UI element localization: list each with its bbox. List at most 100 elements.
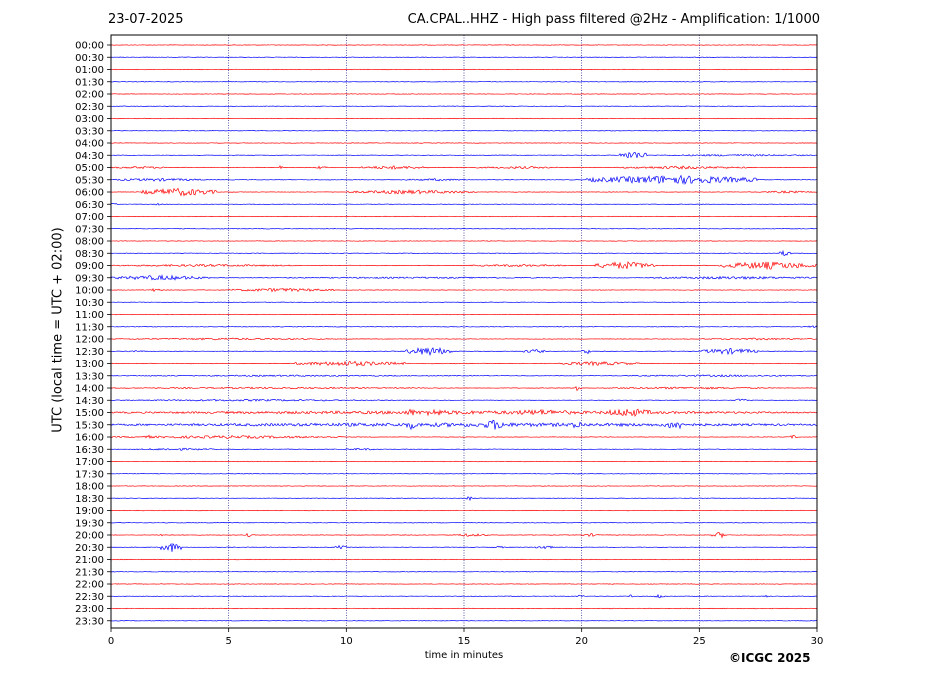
trace-0200 (110, 93, 818, 95)
y-tick-label: 22:30 (75, 592, 104, 603)
trace-2300 (110, 607, 818, 610)
trace-2100 (110, 558, 818, 561)
y-tick-label: 07:30 (75, 224, 104, 235)
trace-2000 (110, 531, 818, 539)
trace-0230 (110, 105, 818, 107)
y-tick-label: 13:30 (75, 371, 104, 382)
y-tick-label: 20:30 (75, 543, 104, 554)
y-tick-label: 19:30 (75, 518, 104, 529)
y-tick-label: 02:30 (75, 102, 104, 113)
y-tick-label: 23:00 (75, 604, 104, 615)
x-tick-label: 0 (108, 636, 114, 647)
trace-0730 (110, 228, 818, 230)
trace-1430 (110, 398, 818, 402)
y-tick-label: 05:30 (75, 175, 104, 186)
x-tick-label: 5 (225, 636, 231, 647)
y-tick-label: 01:30 (75, 77, 104, 88)
x-tick-label: 10 (340, 636, 353, 647)
trace-1800 (110, 485, 818, 487)
y-tick-label: 21:30 (75, 567, 104, 578)
trace-0700 (110, 215, 818, 218)
y-tick-label: 19:00 (75, 506, 104, 517)
trace-2130 (110, 571, 818, 573)
y-tick-label: 03:00 (75, 114, 104, 125)
trace-0300 (110, 117, 818, 120)
y-tick-label: 16:00 (75, 433, 104, 444)
copyright-notice: ©ICGC 2025 (729, 651, 811, 665)
trace-0830 (110, 249, 818, 256)
y-tick-label: 16:30 (75, 445, 104, 456)
y-tick-label: 18:00 (75, 482, 104, 493)
y-tick-label: 14:30 (75, 396, 104, 407)
trace-0800 (110, 240, 818, 242)
trace-0030 (110, 56, 818, 58)
y-tick-label: 15:00 (75, 408, 104, 419)
y-tick-label: 03:30 (75, 126, 104, 137)
y-tick-label: 02:00 (75, 90, 104, 101)
trace-2230 (110, 593, 818, 599)
y-tick-label: 23:30 (75, 616, 104, 627)
trace-0500 (110, 165, 817, 170)
y-tick-label: 22:00 (75, 580, 104, 591)
y-tick-label: 00:30 (75, 53, 104, 64)
trace-2200 (110, 583, 818, 585)
y-tick-label: 18:30 (75, 494, 104, 505)
plot-area (111, 35, 817, 628)
y-tick-label: 21:00 (75, 555, 104, 566)
trace-1330 (110, 374, 818, 378)
trace-1530 (110, 419, 818, 431)
y-tick-label: 08:00 (75, 237, 104, 248)
trace-0000 (110, 44, 818, 46)
trace-1900 (110, 509, 818, 512)
trace-1730 (111, 472, 818, 475)
trace-0400 (110, 142, 818, 144)
trace-0330 (110, 130, 818, 132)
y-tick-label: 00:00 (75, 41, 104, 52)
trace-1630 (110, 447, 818, 451)
y-tick-label: 07:00 (75, 212, 104, 223)
y-tick-label: 06:00 (75, 188, 104, 199)
trace-0930 (110, 274, 818, 281)
y-tick-label: 09:30 (75, 273, 104, 284)
y-tick-label: 17:00 (75, 457, 104, 468)
trace-2030 (111, 542, 818, 552)
trace-0430 (110, 151, 818, 159)
y-tick-label: 06:30 (75, 200, 104, 211)
trace-1300 (110, 360, 818, 367)
plot-date: 23-07-2025 (108, 12, 184, 27)
y-tick-label: 01:00 (75, 65, 104, 76)
trace-1100 (110, 313, 818, 316)
x-tick-label: 15 (458, 636, 471, 647)
trace-1500 (110, 408, 818, 417)
x-tick-label: 25 (693, 636, 706, 647)
y-tick-label: 14:00 (75, 384, 104, 395)
x-axis-label: time in minutes (424, 650, 504, 661)
trace-0630 (110, 202, 818, 206)
y-tick-label: 09:00 (75, 261, 104, 272)
y-tick-label: 10:00 (75, 286, 104, 297)
trace-1400 (110, 386, 818, 392)
trace-1830 (110, 496, 818, 502)
y-tick-label: 08:30 (75, 249, 104, 260)
trace-1230 (110, 346, 818, 357)
y-tick-label: 05:00 (75, 163, 104, 174)
trace-0130 (110, 81, 818, 83)
y-tick-label: 20:00 (75, 531, 104, 542)
trace-0530 (110, 174, 818, 185)
y-tick-label: 15:30 (75, 420, 104, 431)
trace-1930 (110, 522, 818, 524)
trace-1030 (110, 301, 818, 303)
trace-0900 (110, 261, 818, 270)
y-tick-label: 04:00 (75, 139, 104, 150)
plot-title: CA.CPAL..HHZ - High pass filtered @2Hz -… (407, 12, 820, 27)
trace-1700 (110, 460, 818, 463)
y-tick-label: 11:30 (75, 322, 104, 333)
trace-0600 (110, 187, 818, 197)
y-tick-label: 17:30 (75, 469, 104, 480)
trace-1600 (110, 434, 818, 440)
y-tick-label: 12:30 (75, 347, 104, 358)
trace-1000 (110, 287, 818, 293)
x-tick-label: 20 (575, 636, 588, 647)
y-tick-label: 04:30 (75, 151, 104, 162)
